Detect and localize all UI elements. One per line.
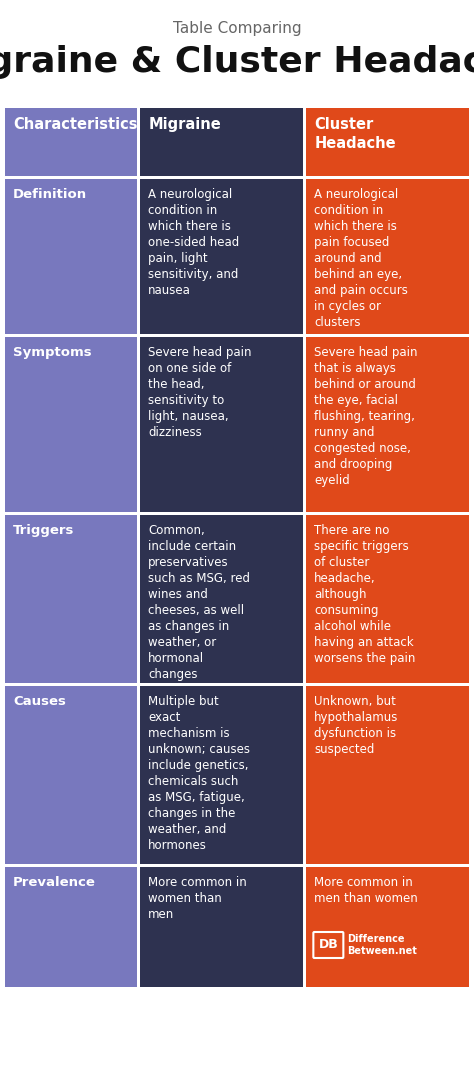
- Text: A neurological
condition in
which there is
one-sided head
pain, light
sensitivit: A neurological condition in which there …: [148, 188, 239, 297]
- Text: Causes: Causes: [13, 696, 66, 708]
- Text: Prevalence: Prevalence: [13, 876, 96, 889]
- Bar: [140, 337, 303, 513]
- Bar: [5, 179, 137, 334]
- Text: Cluster
Headache: Cluster Headache: [314, 117, 396, 151]
- Text: More common in
men than women: More common in men than women: [314, 876, 418, 905]
- Text: Common,
include certain
preservatives
such as MSG, red
wines and
cheeses, as wel: Common, include certain preservatives su…: [148, 524, 250, 681]
- Bar: [306, 337, 469, 513]
- Text: Difference
Between.net: Difference Between.net: [347, 934, 417, 957]
- Bar: [5, 867, 137, 987]
- Text: More common in
women than
men: More common in women than men: [148, 876, 247, 921]
- Bar: [140, 515, 303, 683]
- Text: DB: DB: [319, 938, 338, 951]
- Text: Unknown, but
hypothalamus
dysfunction is
suspected: Unknown, but hypothalamus dysfunction is…: [314, 696, 399, 756]
- Text: Multiple but
exact
mechanism is
unknown; causes
include genetics,
chemicals such: Multiple but exact mechanism is unknown;…: [148, 696, 250, 852]
- Text: Table Comparing: Table Comparing: [173, 20, 301, 35]
- Text: Migraine: Migraine: [148, 117, 221, 132]
- Bar: [5, 108, 137, 175]
- Bar: [140, 179, 303, 334]
- Text: There are no
specific triggers
of cluster
headache,
although
consuming
alcohol w: There are no specific triggers of cluste…: [314, 524, 416, 664]
- Bar: [140, 686, 303, 863]
- Text: Severe head pain
on one side of
the head,
sensitivity to
light, nausea,
dizzines: Severe head pain on one side of the head…: [148, 346, 252, 439]
- Bar: [140, 108, 303, 175]
- Text: A neurological
condition in
which there is
pain focused
around and
behind an eye: A neurological condition in which there …: [314, 188, 408, 328]
- Text: Definition: Definition: [13, 188, 87, 201]
- Bar: [306, 179, 469, 334]
- Bar: [5, 686, 137, 863]
- Bar: [306, 108, 469, 175]
- Text: Characteristics: Characteristics: [13, 117, 137, 132]
- Bar: [5, 337, 137, 513]
- Text: Symptoms: Symptoms: [13, 346, 91, 360]
- Bar: [140, 867, 303, 987]
- Bar: [306, 867, 469, 987]
- Text: Severe head pain
that is always
behind or around
the eye, facial
flushing, teari: Severe head pain that is always behind o…: [314, 346, 418, 487]
- Bar: [306, 515, 469, 683]
- Bar: [5, 515, 137, 683]
- FancyBboxPatch shape: [313, 932, 343, 958]
- Text: Migraine & Cluster Headache: Migraine & Cluster Headache: [0, 45, 474, 79]
- Text: Triggers: Triggers: [13, 524, 74, 537]
- Bar: [306, 686, 469, 863]
